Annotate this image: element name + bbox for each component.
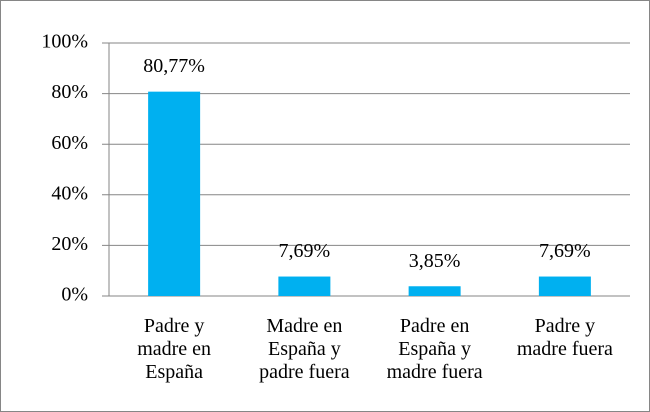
data-label: 80,77%: [143, 55, 205, 77]
data-label: 7,69%: [539, 240, 591, 262]
bar: [408, 286, 461, 296]
data-label: 7,69%: [279, 240, 331, 262]
bar: [148, 91, 201, 296]
x-tick-label: Padre y madre en España: [137, 315, 212, 383]
x-tick-label: Madre en España y padre fuera: [259, 315, 350, 383]
data-label: 3,85%: [409, 250, 461, 272]
y-tick-label: 60%: [51, 132, 88, 154]
y-tick-label: 80%: [51, 81, 88, 103]
x-tick-label: Padre en España y madre fuera: [386, 315, 483, 383]
y-tick-label: 20%: [51, 233, 88, 255]
y-tick-label: 0%: [61, 284, 88, 306]
bar: [278, 276, 331, 296]
bar: [538, 276, 591, 296]
x-tick-label: Padre y madre fuera: [516, 315, 613, 360]
y-tick-label: 40%: [51, 182, 88, 204]
y-tick-label: 100%: [41, 31, 88, 53]
